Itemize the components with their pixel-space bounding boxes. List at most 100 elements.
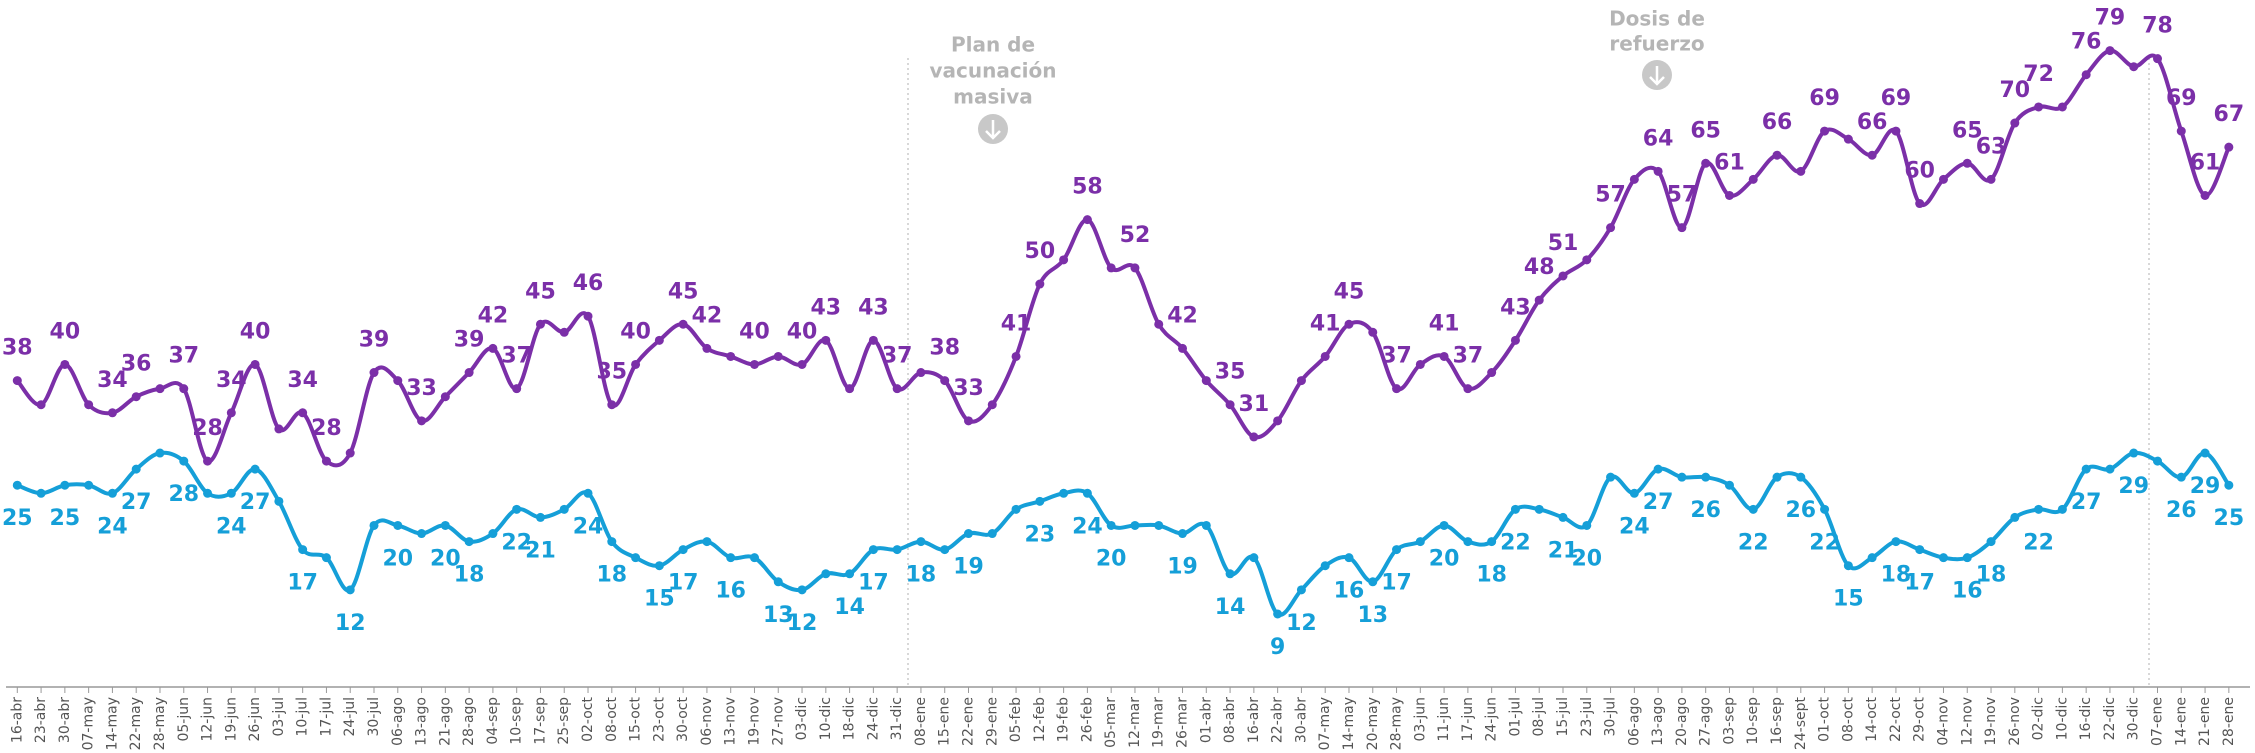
point — [2200, 190, 2210, 200]
x-tick-label: 29-oct — [1912, 697, 1928, 742]
x-tick-label: 08-ene — [913, 697, 929, 746]
point — [1201, 520, 1211, 530]
point — [749, 553, 759, 563]
point — [1320, 561, 1330, 571]
value-label: 28 — [311, 416, 342, 441]
value-label: 18 — [454, 563, 485, 588]
point — [1820, 126, 1830, 136]
x-tick-label: 19-mar — [1151, 697, 1167, 748]
point — [1558, 512, 1568, 522]
point — [987, 529, 997, 539]
point — [1867, 150, 1877, 160]
point — [1510, 335, 1520, 345]
point — [36, 488, 46, 498]
value-label: 33 — [953, 376, 984, 401]
value-label: 31 — [1239, 392, 1270, 417]
value-label: 13 — [763, 603, 794, 628]
value-label: 43 — [858, 295, 889, 320]
value-label: 36 — [121, 352, 152, 377]
point — [1225, 400, 1235, 410]
value-label: 43 — [1500, 295, 1531, 320]
point — [131, 464, 141, 474]
point — [1772, 472, 1782, 482]
x-tick-label: 24-dic — [865, 697, 881, 740]
value-label: 12 — [787, 611, 818, 636]
point — [535, 319, 545, 329]
value-label: 51 — [1548, 231, 1579, 256]
x-tick-label: 24-jun — [1484, 697, 1500, 742]
x-tick-label: 13-nov — [723, 697, 739, 746]
x-tick-label: 10-sep — [1745, 697, 1761, 745]
x-tick-label: 12-nov — [1959, 697, 1975, 746]
x-tick-label: 23-jul — [1579, 697, 1595, 737]
point — [1796, 166, 1806, 176]
value-label: 34 — [216, 368, 247, 393]
x-tick-label: 27-ago — [1698, 697, 1714, 746]
point — [2010, 512, 2020, 522]
point — [60, 359, 70, 369]
point — [797, 585, 807, 595]
point — [321, 456, 331, 466]
value-label: 45 — [525, 279, 556, 304]
value-label: 65 — [1952, 118, 1983, 143]
value-label: 34 — [97, 368, 128, 393]
x-tick-label: 22-dic — [2102, 697, 2118, 740]
value-label: 16 — [1334, 579, 1365, 604]
value-label: 42 — [1167, 303, 1198, 328]
value-label: 37 — [882, 344, 913, 369]
value-label: 40 — [620, 319, 651, 344]
annotation: refuerzo — [1609, 32, 1704, 56]
point — [12, 480, 22, 490]
point — [1867, 553, 1877, 563]
x-tick-label: 27-nov — [770, 697, 786, 746]
point — [1296, 585, 1306, 595]
point — [417, 529, 427, 539]
x-tick-label: 06-ago — [1626, 697, 1642, 746]
point — [1606, 472, 1616, 482]
x-tick-label: 26-nov — [2007, 697, 2023, 746]
x-tick-label: 07-may — [1317, 697, 1333, 750]
value-label: 24 — [216, 514, 247, 539]
x-tick-label: 13-ago — [414, 697, 430, 746]
x-tick-label: 05-jun — [176, 697, 192, 742]
point — [1843, 561, 1853, 571]
x-tick-label: 28-ago — [461, 697, 477, 746]
arrow-icon — [1642, 60, 1672, 90]
value-label: 45 — [668, 279, 699, 304]
value-label: 16 — [715, 579, 746, 604]
x-tick-label: 12-mar — [1127, 697, 1143, 748]
point — [1938, 174, 1948, 184]
point — [179, 456, 189, 466]
x-tick-label: 01-oct — [1817, 697, 1833, 742]
x-tick-label: 17-sep — [532, 697, 548, 745]
x-tick-label: 25-sep — [556, 697, 572, 745]
point — [369, 520, 379, 530]
value-label: 60 — [1904, 159, 1935, 184]
point — [1415, 359, 1425, 369]
point — [298, 408, 308, 418]
point — [1796, 472, 1806, 482]
point — [2176, 126, 2186, 136]
point — [488, 529, 498, 539]
value-label: 40 — [739, 319, 770, 344]
point — [512, 504, 522, 514]
point — [2224, 480, 2234, 490]
x-tick-label: 22-ene — [961, 697, 977, 746]
value-label: 26 — [1785, 498, 1816, 523]
point — [583, 488, 593, 498]
value-label: 18 — [1881, 563, 1912, 588]
point — [417, 416, 427, 426]
point — [203, 488, 213, 498]
point — [1986, 537, 1996, 547]
value-label: 28 — [168, 482, 199, 507]
value-label: 63 — [1976, 134, 2007, 159]
x-tick-label: 12-jun — [200, 697, 216, 742]
value-label: 27 — [121, 490, 152, 515]
point — [274, 496, 284, 506]
point — [274, 424, 284, 434]
point — [1106, 263, 1116, 273]
value-label: 23 — [1025, 522, 1056, 547]
point — [940, 545, 950, 555]
point — [1653, 464, 1663, 474]
